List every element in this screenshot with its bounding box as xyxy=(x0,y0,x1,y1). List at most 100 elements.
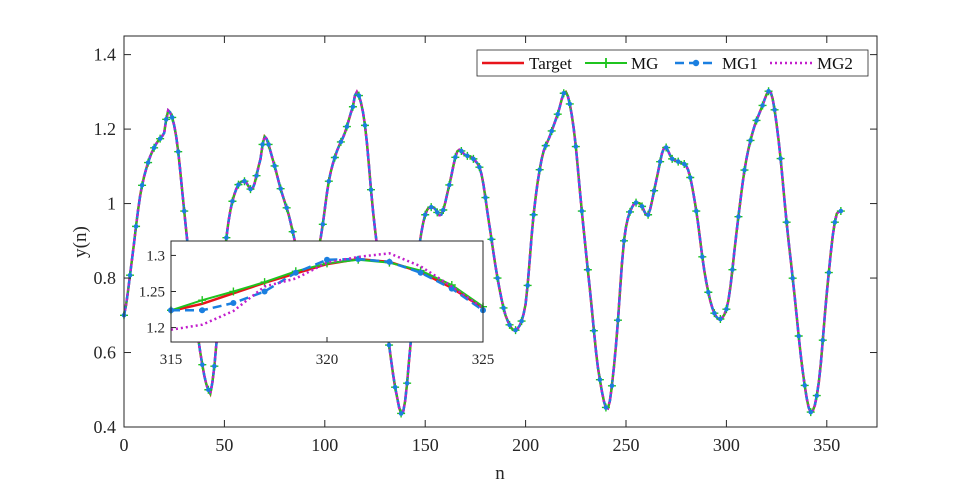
mg1-dot-marker xyxy=(645,212,651,218)
mg1-dot-marker xyxy=(633,200,639,205)
mg1-dot-marker xyxy=(471,156,476,162)
inset-y-tick-label-1-3: 1.3 xyxy=(146,248,165,264)
mg1-dot-marker xyxy=(206,387,211,393)
mg1-dot-marker xyxy=(712,310,717,316)
mg1-dot-marker xyxy=(742,167,747,173)
inset-mg1-dot-marker xyxy=(261,288,268,295)
inset-background xyxy=(171,241,483,342)
mg1-dot-marker xyxy=(718,316,723,322)
x-tick-label-150: 150 xyxy=(412,435,439,455)
mg1-dot-marker xyxy=(693,208,699,214)
mg1-dot-marker xyxy=(627,209,633,215)
mg1-dot-marker xyxy=(706,289,711,295)
mg1-dot-marker xyxy=(609,383,615,389)
mg1-dot-marker xyxy=(687,175,693,180)
mg1-dot-marker xyxy=(675,159,681,164)
mg1-dot-marker xyxy=(808,409,814,415)
mg1-dot-marker xyxy=(326,178,332,184)
mg1-dot-marker xyxy=(772,107,777,113)
mg1-dot-marker xyxy=(615,317,621,323)
inset-mg1-dot-marker xyxy=(292,269,299,276)
mg1-dot-marker xyxy=(525,283,530,288)
mg1-dot-marker xyxy=(519,318,524,324)
mg1-dot-marker xyxy=(272,163,277,169)
mg1-dot-marker xyxy=(320,222,326,227)
inset-axis-ticks: 315 320 325 1.2 1.25 1.3 xyxy=(139,248,495,368)
inset-mg-plus-marker xyxy=(260,278,269,287)
inset-mg1-dot-marker xyxy=(448,285,455,292)
mg1-dot-marker xyxy=(736,214,741,219)
mg1-dot-marker xyxy=(826,270,832,275)
mg1-dot-marker xyxy=(386,342,392,348)
mg1-dot-marker xyxy=(163,117,169,122)
legend-marker-mg1 xyxy=(692,59,700,67)
y-tick-label-0-4: 0.4 xyxy=(94,417,117,437)
mg1-dot-marker xyxy=(404,380,410,386)
inset-x-tick-label-315: 315 xyxy=(160,352,183,368)
mg1-dot-marker xyxy=(591,328,597,333)
mg1-dot-marker xyxy=(495,275,500,281)
mg1-dot-marker xyxy=(428,204,434,210)
mg1-dot-marker xyxy=(236,182,241,187)
mg1-dot-marker xyxy=(362,123,368,128)
y-tick-label-1: 1 xyxy=(107,194,116,214)
mg1-dot-marker xyxy=(669,156,675,162)
mg1-dot-marker xyxy=(748,138,753,143)
mg1-dot-marker xyxy=(561,90,567,96)
mg1-dot-marker xyxy=(585,267,591,273)
legend-label-mg1: MG1 xyxy=(722,54,758,73)
mg1-dot-marker xyxy=(814,393,820,398)
mg1-dot-marker xyxy=(802,383,808,388)
mg1-dot-marker xyxy=(639,204,645,209)
mg1-dot-marker xyxy=(151,145,157,151)
mg1-dot-marker xyxy=(489,236,494,242)
mg1-dot-marker xyxy=(465,153,470,159)
x-tick-label-350: 350 xyxy=(813,435,840,455)
mg1-dot-marker xyxy=(248,186,253,192)
mg1-dot-marker xyxy=(760,103,765,108)
mg1-dot-marker xyxy=(344,124,350,129)
mg1-dot-marker xyxy=(332,155,338,160)
y-tick-label-0-6: 0.6 xyxy=(94,343,117,363)
mg1-dot-marker xyxy=(549,128,555,134)
inset-zoom-plot: 315 320 325 1.2 1.25 1.3 xyxy=(139,240,495,368)
mg1-dot-marker xyxy=(175,149,181,154)
x-tick-label-0: 0 xyxy=(120,435,129,455)
mg1-dot-marker xyxy=(555,111,561,117)
mg1-dot-marker xyxy=(356,93,362,98)
mg1-dot-marker xyxy=(278,186,283,191)
mg1-dot-marker xyxy=(784,219,789,225)
mg1-dot-marker xyxy=(790,275,795,281)
legend-marker-mg xyxy=(601,58,611,68)
mg1-dot-marker xyxy=(434,210,440,215)
inset-mg1-dot-marker xyxy=(199,307,206,314)
mg1-dot-marker xyxy=(700,254,705,260)
inset-mg1-dot-marker xyxy=(230,300,237,307)
mg1-dot-marker xyxy=(579,208,585,214)
mg1-dot-marker xyxy=(459,148,464,154)
mg1-dot-marker xyxy=(796,333,801,339)
inset-line-mg2 xyxy=(170,252,484,331)
mg1-dot-marker xyxy=(603,405,609,410)
mg1-dot-marker xyxy=(513,327,518,333)
mg1-dot-marker xyxy=(266,142,271,147)
mg1-dot-marker xyxy=(621,238,627,244)
mg1-dot-marker xyxy=(242,178,247,184)
inset-mg-plus-marker xyxy=(198,296,207,305)
mg1-dot-marker xyxy=(724,306,729,312)
mg1-dot-marker xyxy=(260,142,265,147)
x-tick-label-200: 200 xyxy=(512,435,539,455)
legend-label-mg: MG xyxy=(631,54,658,73)
mg1-dot-marker xyxy=(200,362,205,368)
mg1-dot-marker xyxy=(212,363,217,369)
mg1-dot-marker xyxy=(133,224,139,229)
mg1-dot-marker xyxy=(440,207,446,213)
mg1-dot-marker xyxy=(350,104,356,110)
inset-y-tick-label-1-2: 1.2 xyxy=(146,321,165,337)
legend-label-mg2: MG2 xyxy=(817,54,853,73)
mg1-dot-marker xyxy=(392,384,398,390)
mg1-dot-marker xyxy=(820,337,826,343)
mg1-dot-marker xyxy=(501,305,506,311)
mg1-dot-marker xyxy=(446,182,452,188)
mg1-dot-marker xyxy=(663,145,669,150)
